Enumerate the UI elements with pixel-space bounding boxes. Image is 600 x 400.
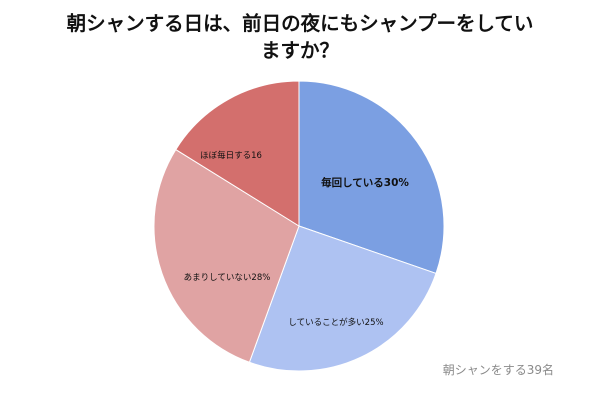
chart-title-line-1: 朝シャンする日は、前日の夜にもシャンプーをしてい bbox=[66, 12, 534, 35]
slice-almost-daily bbox=[175, 80, 300, 227]
slice-rarely-label: あまりしていない28% bbox=[184, 273, 271, 283]
slice-always-label: 毎回している30% bbox=[321, 176, 409, 189]
slice-almost-daily-label: ほぼ毎日する16 bbox=[200, 150, 262, 161]
slice-often-label: していることが多い25% bbox=[288, 317, 383, 328]
slice-rarely bbox=[153, 148, 300, 363]
chart-title-line-2: ますか？ bbox=[260, 39, 339, 62]
respondent-note: 朝シャンをする39名 bbox=[442, 363, 554, 377]
slice-often bbox=[248, 225, 437, 372]
slice-always bbox=[298, 80, 445, 275]
chart-title: 朝シャンする日は、前日の夜にもシャンプーをしてい ますか？ bbox=[0, 10, 600, 64]
